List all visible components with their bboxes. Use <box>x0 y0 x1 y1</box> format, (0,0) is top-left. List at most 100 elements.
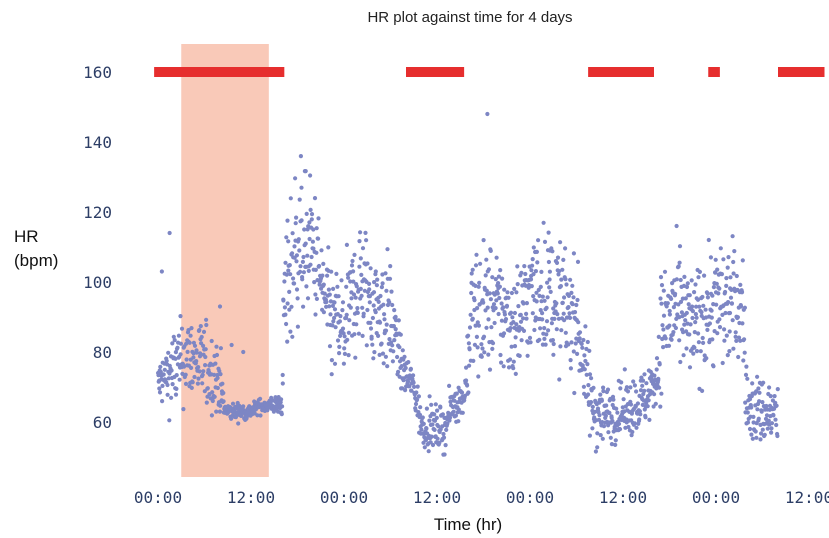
data-point <box>773 417 778 422</box>
data-point <box>406 360 411 365</box>
data-point <box>360 333 365 338</box>
data-point <box>309 254 314 260</box>
data-point <box>218 403 223 408</box>
data-point <box>644 381 649 386</box>
y-tick-label: 120 <box>83 203 112 222</box>
data-point <box>427 418 432 423</box>
data-point <box>766 418 771 423</box>
data-point <box>358 286 363 291</box>
data-point <box>599 398 605 403</box>
data-point <box>645 404 650 409</box>
data-point <box>524 316 529 321</box>
data-point <box>559 277 564 282</box>
data-point <box>441 435 447 440</box>
data-point <box>701 340 706 345</box>
data-point <box>568 277 573 282</box>
data-point <box>569 340 574 345</box>
data-point <box>338 333 343 338</box>
data-point <box>335 284 340 289</box>
data-point <box>540 317 545 322</box>
data-point <box>489 325 494 330</box>
y-tick-label: 140 <box>83 133 112 152</box>
data-point <box>456 407 461 412</box>
data-point <box>454 391 459 396</box>
data-point <box>669 296 674 301</box>
data-point <box>637 417 642 422</box>
data-point <box>467 325 473 330</box>
data-point <box>167 418 172 423</box>
data-point <box>731 259 736 265</box>
data-point <box>432 412 437 417</box>
data-point <box>684 346 689 351</box>
data-point <box>288 196 293 201</box>
data-point <box>301 254 306 260</box>
data-point <box>598 392 603 397</box>
data-point <box>667 312 673 317</box>
data-point <box>558 344 563 349</box>
data-point <box>306 268 311 273</box>
data-point <box>738 304 744 309</box>
data-point <box>624 385 630 390</box>
data-point <box>405 379 411 384</box>
data-point <box>720 360 725 366</box>
data-point <box>181 407 186 412</box>
data-point <box>486 352 491 357</box>
data-point <box>300 277 305 282</box>
data-point <box>518 312 523 317</box>
data-point <box>581 337 586 343</box>
data-point <box>371 303 376 308</box>
data-point <box>167 230 172 236</box>
data-point <box>326 245 331 250</box>
data-point <box>197 328 202 333</box>
data-point <box>355 310 360 315</box>
data-point <box>476 323 481 328</box>
data-point <box>743 400 748 405</box>
data-point <box>536 287 541 292</box>
data-point <box>282 305 287 310</box>
data-point <box>704 356 709 361</box>
data-point <box>722 327 727 332</box>
data-point <box>709 308 714 313</box>
data-point <box>603 413 609 418</box>
data-point <box>615 410 620 415</box>
data-point <box>376 299 381 304</box>
x-tick-label: 12:00 <box>785 488 829 507</box>
data-point <box>657 362 662 367</box>
data-point <box>342 334 347 339</box>
data-point <box>544 319 550 324</box>
data-point <box>572 310 578 315</box>
data-point <box>192 374 197 380</box>
data-point <box>332 361 338 366</box>
data-point <box>330 303 335 308</box>
data-point <box>585 339 590 345</box>
data-point <box>755 374 760 379</box>
data-point <box>158 369 163 374</box>
data-point <box>389 289 394 294</box>
data-point <box>403 388 408 393</box>
data-point <box>699 310 704 315</box>
data-point <box>473 323 478 328</box>
data-point <box>638 388 644 393</box>
data-point <box>357 264 362 269</box>
data-point <box>661 345 666 350</box>
data-point <box>613 438 618 443</box>
data-point <box>314 226 319 231</box>
data-point <box>364 343 369 348</box>
data-point <box>583 358 588 364</box>
data-point <box>577 330 583 335</box>
data-point <box>774 403 779 408</box>
data-point <box>294 215 299 220</box>
data-point <box>499 318 504 323</box>
data-point <box>664 304 669 309</box>
data-point <box>313 292 318 297</box>
data-point <box>308 262 313 267</box>
data-point <box>173 350 178 355</box>
data-point <box>490 346 495 351</box>
data-point <box>521 316 526 321</box>
data-point <box>432 427 437 432</box>
data-point <box>331 319 336 324</box>
sleep-bar-4 <box>778 67 825 77</box>
data-point <box>373 269 378 274</box>
data-point <box>367 300 372 305</box>
data-point <box>481 300 486 305</box>
